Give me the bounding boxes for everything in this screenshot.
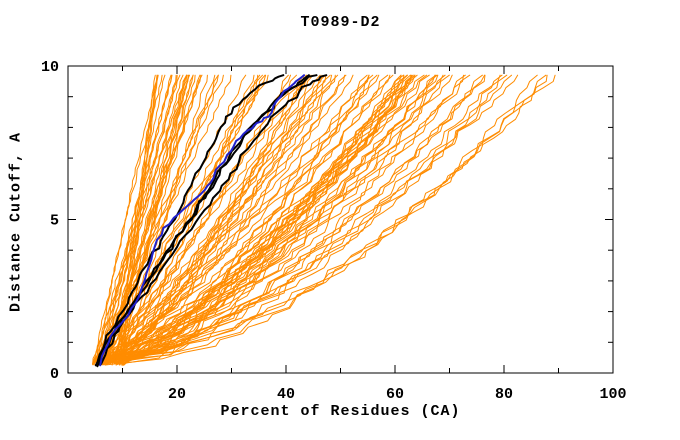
model-curve bbox=[110, 74, 263, 362]
x-tick-label: 40 bbox=[277, 386, 295, 403]
x-tick-label: 60 bbox=[386, 386, 404, 403]
model-curve bbox=[95, 74, 503, 363]
chart-title: T0989-D2 bbox=[300, 14, 381, 31]
model-curve bbox=[102, 74, 380, 365]
x-axis-label: Percent of Residues (CA) bbox=[220, 403, 461, 420]
model-curve bbox=[124, 74, 508, 362]
y-axis-label: Distance Cutoff, A bbox=[7, 131, 25, 313]
model-curve bbox=[101, 74, 326, 362]
model-curve bbox=[100, 74, 547, 365]
model-curve bbox=[117, 74, 501, 365]
model-curve bbox=[121, 74, 208, 364]
model-curve bbox=[99, 74, 416, 363]
y-tick-label: 5 bbox=[50, 213, 59, 230]
model-curve bbox=[97, 74, 158, 362]
x-tick-label: 20 bbox=[168, 386, 186, 403]
model-curve bbox=[102, 74, 556, 366]
model-curve bbox=[111, 74, 405, 364]
model-curve bbox=[93, 74, 305, 365]
model-curve bbox=[119, 74, 483, 364]
model-curve bbox=[106, 74, 323, 364]
model-curve bbox=[102, 74, 202, 362]
model-curve bbox=[113, 74, 389, 364]
model-curve bbox=[104, 74, 177, 362]
y-tick-label: 10 bbox=[41, 59, 59, 76]
model-curve bbox=[93, 74, 173, 363]
model-curve bbox=[98, 74, 187, 366]
highlighted-model-curve-blue bbox=[99, 74, 305, 367]
highlighted-model-curve-black bbox=[100, 74, 328, 365]
model-curve bbox=[122, 74, 370, 364]
model-curve bbox=[97, 74, 428, 365]
model-curve bbox=[111, 74, 333, 363]
model-curve bbox=[98, 74, 321, 362]
model-curve bbox=[110, 74, 261, 365]
model-curve bbox=[111, 74, 196, 366]
model-curve bbox=[122, 74, 450, 366]
highlighted-model-curve-black bbox=[94, 74, 285, 367]
model-curve bbox=[121, 74, 412, 366]
x-tick-label: 100 bbox=[599, 386, 626, 403]
x-tick-label: 80 bbox=[495, 386, 513, 403]
model-curve bbox=[98, 74, 346, 363]
model-curve bbox=[101, 74, 512, 362]
model-curve bbox=[92, 74, 181, 366]
model-curve bbox=[104, 74, 538, 366]
model-curve bbox=[104, 74, 548, 362]
model-curve bbox=[99, 74, 404, 365]
model-curve bbox=[111, 74, 486, 363]
model-curve bbox=[109, 74, 188, 365]
x-tick-label: 0 bbox=[63, 386, 72, 403]
model-curve bbox=[114, 74, 485, 365]
y-tick-label: 0 bbox=[50, 366, 59, 383]
model-curve bbox=[120, 74, 189, 366]
model-curve bbox=[110, 74, 414, 362]
model-curve bbox=[104, 74, 336, 366]
model-curve bbox=[119, 74, 190, 365]
